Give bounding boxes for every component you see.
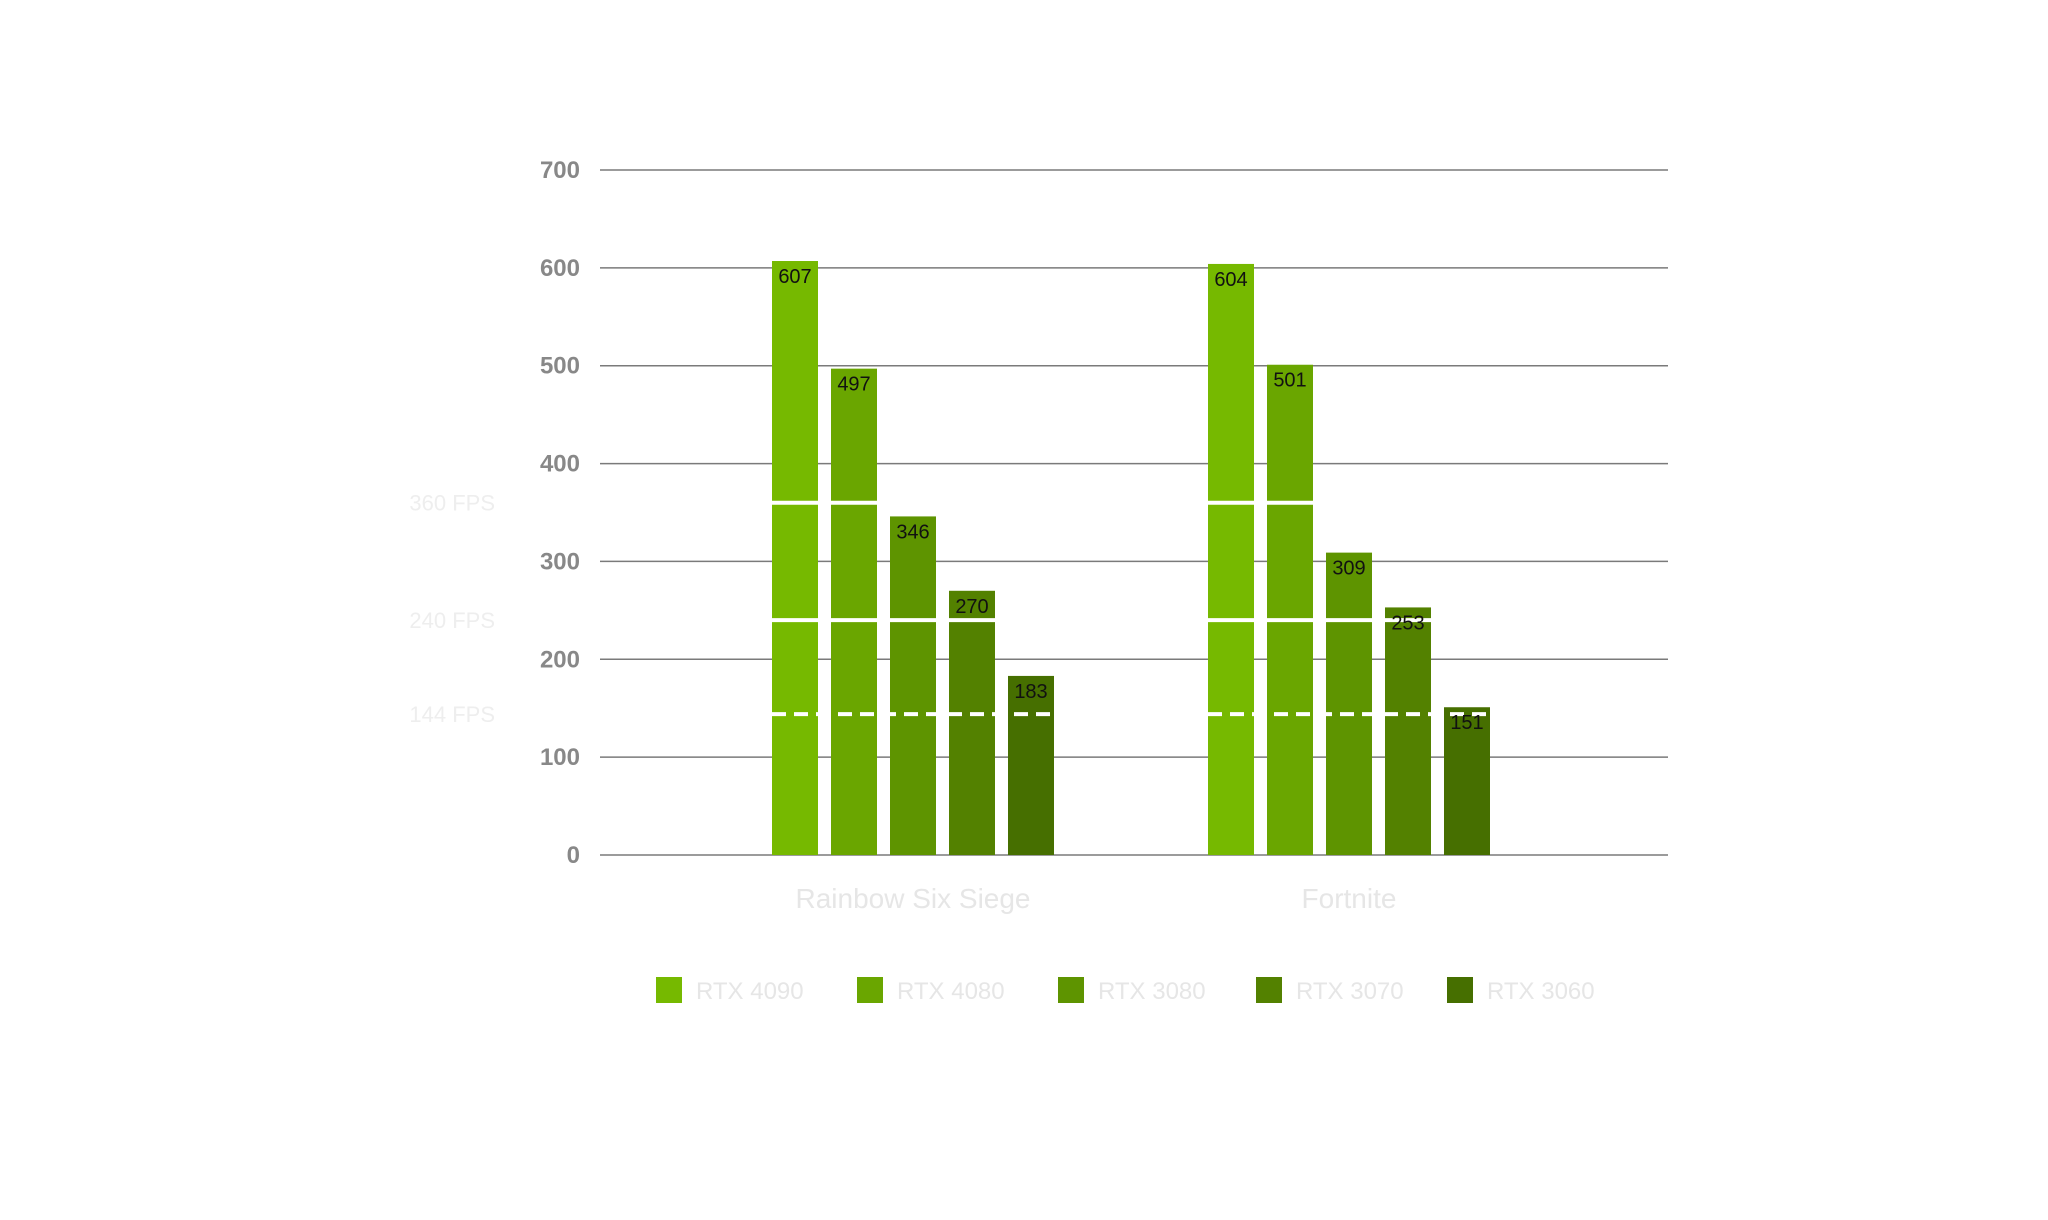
data-label: 346: [896, 521, 929, 543]
legend-swatch: [857, 977, 883, 1003]
bar: [1208, 263, 1254, 855]
data-label: 497: [837, 374, 870, 396]
data-label: 309: [1332, 558, 1365, 580]
y-tick-label: 700: [540, 157, 580, 184]
legend-swatch: [656, 977, 682, 1003]
y-tick-label: 100: [540, 744, 580, 771]
data-label: 253: [1391, 612, 1424, 634]
data-label: 270: [955, 596, 988, 618]
reference-line-label: 240 FPS: [409, 608, 495, 633]
data-label: 604: [1214, 269, 1247, 291]
legend-label: RTX 4080: [897, 978, 1005, 1005]
bar: [1444, 707, 1490, 855]
legend-swatch: [1447, 977, 1473, 1003]
legend-swatch: [1256, 977, 1282, 1003]
reference-line-label: 360 FPS: [409, 491, 495, 516]
bar: [949, 590, 995, 855]
bar: [1326, 552, 1372, 855]
y-tick-label: 400: [540, 451, 580, 478]
bar: [890, 516, 936, 855]
data-label: 501: [1273, 370, 1306, 392]
y-tick-label: 600: [540, 255, 580, 282]
y-tick-label: 500: [540, 353, 580, 380]
legend-label: RTX 4090: [696, 978, 804, 1005]
legend-swatch: [1058, 977, 1084, 1003]
bar: [772, 261, 818, 855]
bar: [1385, 607, 1431, 855]
x-tick-label: Fortnite: [1302, 883, 1397, 914]
y-tick-label: 0: [567, 842, 580, 869]
reference-line-label: 144 FPS: [409, 702, 495, 727]
y-tick-label: 300: [540, 548, 580, 575]
bar: [1267, 364, 1313, 855]
bar: [1008, 675, 1054, 855]
legend-label: RTX 3060: [1487, 978, 1595, 1005]
legend-label: RTX 3070: [1296, 978, 1404, 1005]
x-tick-label: Rainbow Six Siege: [795, 883, 1030, 914]
legend-label: RTX 3080: [1098, 978, 1206, 1005]
bar: [831, 368, 877, 855]
data-label: 607: [778, 266, 811, 288]
data-label: 183: [1014, 681, 1047, 703]
data-label: 151: [1450, 712, 1483, 734]
y-tick-label: 200: [540, 646, 580, 673]
